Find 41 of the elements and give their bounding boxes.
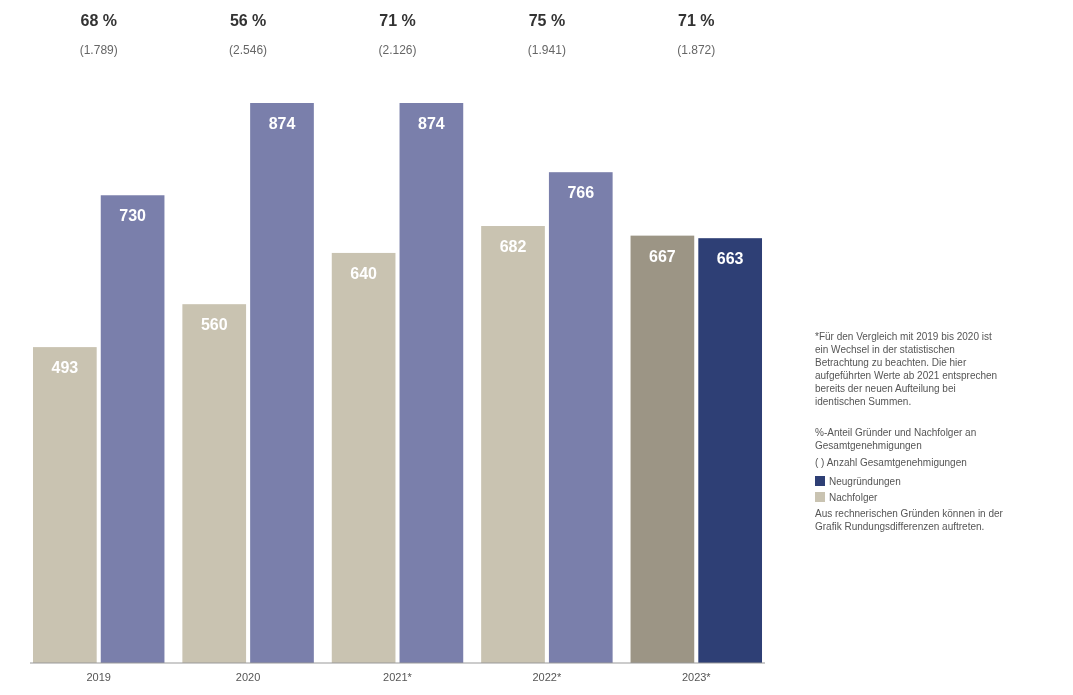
data-label: 667	[649, 247, 676, 265]
x-tick-label: 2023*	[681, 671, 712, 683]
x-tick-label: 2021*	[383, 671, 413, 683]
text: *Für den Vergleich mit 2019 bis 2020 ist ein Wechsel in der statistischen Betrachtung zu beachten. Die hier aufgeführten Werte ab 2021 entsprechen bereits der neuen Aufteilung bei identischen Summen.	[815, 331, 998, 407]
data-label: 640	[350, 264, 378, 282]
text: (2.546)	[229, 43, 268, 57]
bar	[250, 103, 314, 663]
data-label: 874	[418, 115, 445, 132]
x-tick-label: 2020	[235, 671, 261, 683]
text: (1.872)	[677, 43, 716, 57]
bar	[548, 172, 613, 663]
text: 71 %	[379, 12, 416, 29]
bar	[331, 252, 396, 663]
bar	[182, 304, 247, 663]
x-tick-label: 2019	[86, 671, 111, 683]
text: 68 %	[80, 12, 117, 29]
text: (2.126)	[378, 43, 417, 57]
data-label: 663	[716, 250, 744, 268]
text: Aus rechnerischen Gründen können in der Grafik Rundungsdifferenzen auftreten.	[815, 508, 1004, 532]
text: %-Anteil Gründer und Nachfolger an Gesamtgenehmigungen	[815, 427, 977, 451]
bar	[399, 103, 464, 663]
text: 71 %	[678, 12, 715, 29]
data-label: 493	[51, 359, 79, 377]
bar	[698, 238, 763, 663]
legend-label: Nachfolger	[829, 492, 879, 503]
text: ( ) Anzahl Gesamtgenehmigungen	[815, 457, 967, 468]
text: (1.789)	[79, 43, 118, 57]
x-tick-label: 2022*	[532, 671, 562, 683]
text: 56 %	[229, 12, 267, 29]
data-label: 874	[268, 115, 296, 132]
data-label: 766	[567, 184, 595, 202]
data-label: 730	[119, 207, 147, 225]
bar	[100, 195, 165, 663]
legend-label: Neugründungen	[829, 476, 901, 487]
text: 75 %	[528, 12, 566, 29]
data-label: 682	[499, 238, 527, 256]
text: (1.941)	[527, 43, 566, 57]
bar	[481, 226, 545, 663]
bar	[630, 235, 695, 663]
data-label: 560	[200, 316, 228, 334]
bar	[32, 347, 97, 663]
